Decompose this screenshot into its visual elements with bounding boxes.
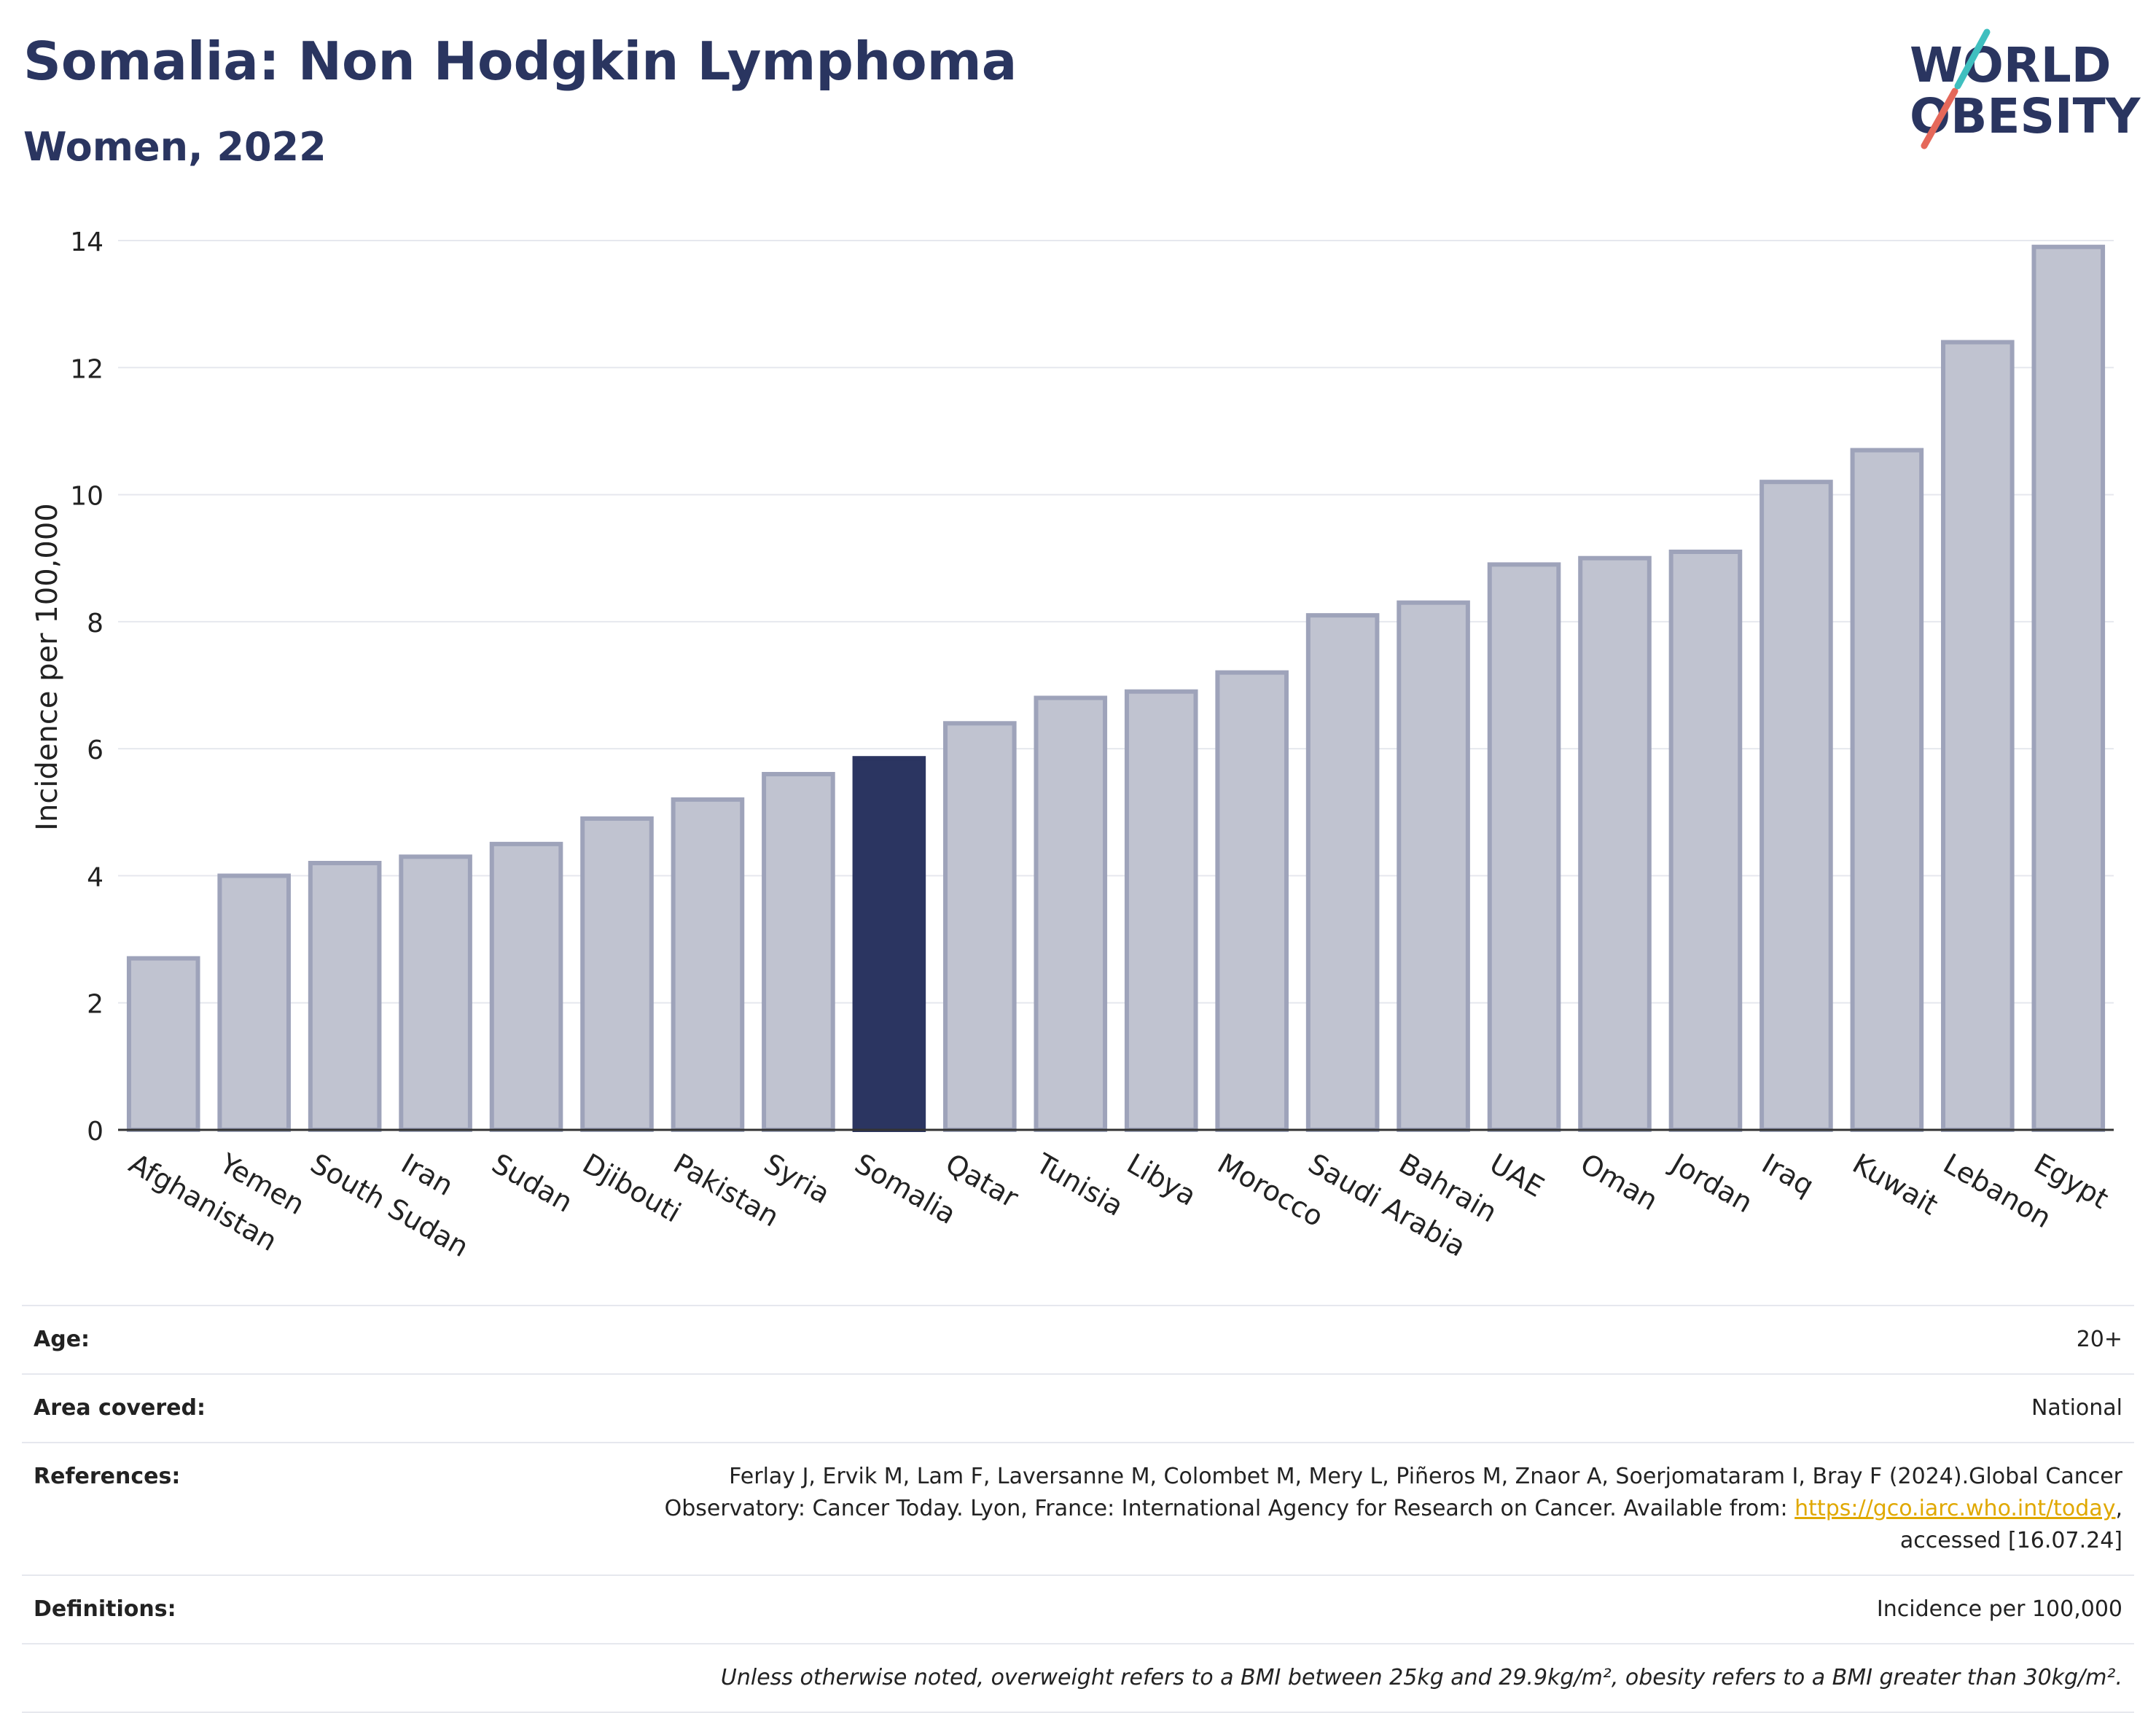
chart-title: Somalia: Non Hodgkin Lymphoma [23,31,1018,92]
info-row-area: Area covered: National [22,1373,2134,1443]
y-tick-label: 14 [70,227,103,257]
chart-bars [126,244,2106,1133]
x-tick-label: Somalia [849,1147,961,1230]
references-text-3: , [2115,1496,2122,1521]
bar-south-sudan [308,861,382,1132]
bar-bahrain [1397,600,1470,1132]
bar-oman [1578,555,1652,1132]
bar-syria [762,772,835,1132]
logo-word-world: WORLD [1910,37,2112,93]
bar-tunisia [1034,695,1108,1132]
logo-slash-teal [1954,28,1991,90]
references-text-1: Ferlay J, Ervik M, Lam F, Laversanne M, … [729,1464,2122,1489]
bar-pakistan [671,797,745,1133]
definitions-value: Incidence per 100,000 [424,1575,2134,1644]
references-link[interactable]: https://gco.iarc.who.int/today [1794,1496,2116,1521]
info-table: Age: 20+ Area covered: National Referenc… [22,1305,2134,1713]
x-tick-label: Iraq [1757,1147,1819,1202]
logo-slash-coral [1921,87,1958,149]
info-row-age: Age: 20+ [22,1305,2134,1374]
bar-somalia [852,756,926,1132]
bar-iraq [1759,480,1833,1132]
x-tick-label: Tunisia [1030,1147,1128,1222]
x-tick-label: Libya [1122,1147,1202,1212]
info-row-definitions: Definitions: Incidence per 100,000 [22,1575,2134,1644]
bar-iran [399,854,472,1133]
x-tick-label: Sudan [487,1147,579,1219]
age-label: Age: [22,1305,424,1374]
bar-kuwait [1850,448,1924,1132]
y-tick-label: 10 [70,482,103,512]
y-tick-label: 4 [87,862,103,892]
bar-lebanon [1941,340,2015,1132]
bar-uae [1487,562,1561,1132]
y-axis-ticks: 0 2 4 6 8 10 12 14 [70,227,103,1147]
definitions-label: Definitions: [22,1575,424,1644]
bar-libya [1124,689,1198,1132]
y-tick-label: 12 [70,354,103,384]
y-tick-label: 0 [87,1117,103,1147]
bar-saudi-arabia [1305,613,1380,1132]
bar-sudan [489,841,563,1133]
info-row-note: Unless otherwise noted, overweight refer… [22,1643,2134,1713]
bar-afghanistan [126,956,200,1132]
bmi-note: Unless otherwise noted, overweight refer… [424,1643,2134,1713]
bar-jordan [1668,550,1743,1132]
world-obesity-logo: WORLD OBESITY [1910,28,2141,149]
references-value: Ferlay J, Ervik M, Lam F, Laversanne M, … [424,1442,2134,1575]
x-tick-label: South Sudan [305,1147,474,1263]
x-tick-label: Djibouti [577,1147,687,1229]
bar-yemen [217,873,291,1133]
age-value: 20+ [424,1305,2134,1374]
bar-djibouti [580,816,654,1132]
x-tick-label: Oman [1575,1147,1663,1217]
bar-morocco [1215,670,1289,1132]
y-tick-label: 6 [87,735,103,765]
x-tick-label: UAE [1485,1147,1550,1203]
references-text-2: Observatory: Cancer Today. Lyon, France:… [664,1496,1795,1521]
x-tick-label: Jordan [1665,1147,1758,1220]
references-text-4: accessed [16.07.24] [1899,1528,2122,1553]
y-axis-label: Incidence per 100,000 [31,503,64,831]
y-tick-label: 2 [87,990,103,1020]
bar-qatar [943,721,1017,1132]
references-label: References: [22,1442,424,1575]
area-label: Area covered: [22,1373,424,1443]
area-value: National [424,1373,2134,1443]
x-tick-label: Iran [396,1147,458,1202]
chart-subtitle: Women, 2022 [23,124,327,170]
bar-egypt [2031,244,2106,1133]
x-tick-label: Kuwait [1847,1147,1943,1222]
info-row-references: References: Ferlay J, Ervik M, Lam F, La… [22,1442,2134,1575]
y-tick-label: 8 [87,609,103,639]
